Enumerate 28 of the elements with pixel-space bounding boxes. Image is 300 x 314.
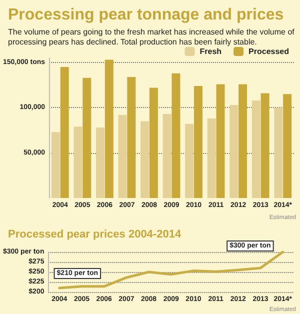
bar xyxy=(194,86,202,198)
line-series xyxy=(58,250,284,290)
bar xyxy=(283,94,292,198)
bar xyxy=(260,93,270,198)
bar xyxy=(238,84,248,198)
bar xyxy=(74,126,82,198)
legend-label: Fresh xyxy=(200,47,222,56)
bar xyxy=(274,108,283,198)
chart-title: Processed pear prices 2004-2014 xyxy=(8,228,182,240)
bar xyxy=(127,76,136,198)
chart-subtitle: The volume of pears going to the fresh market has increased while the volume of processing pears has declined. Total production has been fairly stable. xyxy=(8,28,297,46)
bar xyxy=(230,104,238,198)
bar xyxy=(252,100,260,198)
bar xyxy=(149,88,158,198)
bar xyxy=(118,114,127,198)
bar xyxy=(51,132,60,198)
bar xyxy=(82,78,92,198)
bar xyxy=(60,67,69,198)
bar xyxy=(140,121,150,198)
bar xyxy=(207,118,216,198)
chart-title: Processing pear tonnage and prices xyxy=(8,6,284,24)
bar xyxy=(172,73,180,198)
bar xyxy=(96,128,104,198)
bar xyxy=(185,124,194,198)
bar xyxy=(216,84,225,198)
bar xyxy=(104,60,114,198)
bar xyxy=(162,114,172,198)
legend-label: Processed xyxy=(248,47,290,56)
